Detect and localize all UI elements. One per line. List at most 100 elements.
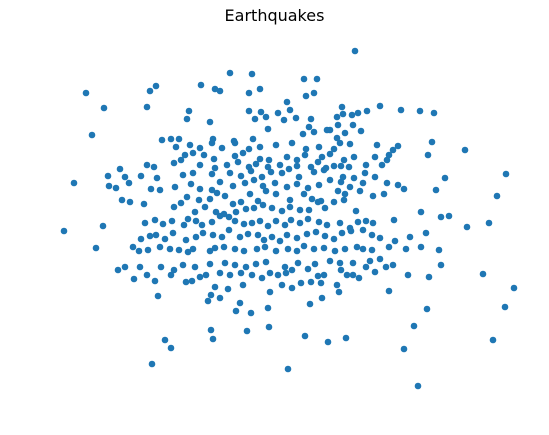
data-point — [326, 176, 334, 184]
data-point — [208, 218, 216, 226]
data-point — [202, 271, 210, 279]
data-point — [283, 153, 291, 161]
data-point — [501, 303, 509, 311]
data-point — [245, 107, 253, 115]
data-point — [200, 151, 208, 159]
data-point — [310, 168, 318, 176]
data-point — [151, 277, 159, 285]
data-point — [430, 109, 438, 117]
data-point — [116, 165, 124, 173]
data-point — [196, 161, 204, 169]
data-point — [326, 150, 334, 158]
data-point — [323, 126, 331, 134]
data-point — [363, 107, 371, 115]
data-point — [146, 87, 154, 95]
data-point — [150, 163, 158, 171]
data-point — [261, 243, 269, 251]
data-point — [146, 232, 154, 240]
data-point — [180, 221, 188, 229]
data-point — [201, 203, 209, 211]
data-point — [414, 382, 422, 390]
data-point — [232, 307, 240, 315]
data-point — [245, 145, 253, 153]
data-point — [170, 203, 178, 211]
data-point — [181, 151, 189, 159]
data-point — [416, 107, 424, 115]
data-point — [321, 232, 329, 240]
data-point — [271, 179, 279, 187]
data-point — [362, 263, 370, 271]
data-point — [168, 217, 176, 225]
data-point — [248, 70, 256, 78]
data-point — [296, 206, 304, 214]
data-point — [302, 92, 310, 100]
data-point — [183, 193, 191, 201]
data-point — [397, 106, 405, 114]
data-point — [425, 273, 433, 281]
data-point — [385, 243, 393, 251]
chart-title: Earthquakes — [224, 6, 325, 25]
data-point — [249, 135, 257, 143]
data-point — [248, 271, 256, 279]
data-point — [240, 247, 248, 255]
data-point — [428, 138, 436, 146]
data-point — [301, 332, 309, 340]
data-point — [208, 186, 216, 194]
data-point — [223, 161, 231, 169]
data-point — [259, 201, 267, 209]
data-point — [423, 305, 431, 313]
data-point — [288, 139, 296, 147]
data-point — [237, 198, 245, 206]
data-point — [301, 151, 309, 159]
data-point — [258, 173, 266, 181]
data-point — [199, 229, 207, 237]
data-point — [240, 220, 248, 228]
data-point — [216, 294, 224, 302]
data-point — [104, 172, 112, 180]
data-point — [262, 113, 270, 121]
data-point — [179, 171, 187, 179]
data-point — [463, 223, 471, 231]
data-point — [353, 243, 361, 251]
data-point — [390, 216, 398, 224]
data-point — [337, 162, 345, 170]
data-point — [262, 187, 270, 195]
data-point — [333, 113, 341, 121]
data-point — [267, 168, 275, 176]
data-point — [362, 161, 370, 169]
data-point — [264, 125, 272, 133]
data-point — [355, 274, 363, 282]
data-point — [216, 87, 224, 95]
data-point — [251, 115, 259, 123]
data-point — [192, 233, 200, 241]
data-point — [207, 326, 215, 334]
data-point — [220, 243, 228, 251]
data-point — [312, 228, 320, 236]
data-point — [206, 260, 214, 268]
data-point — [371, 153, 379, 161]
data-point — [284, 365, 292, 373]
data-point — [322, 164, 330, 172]
data-point — [209, 135, 217, 143]
data-point — [345, 163, 353, 171]
data-point — [286, 106, 294, 114]
data-point — [310, 245, 318, 253]
data-point — [254, 197, 262, 205]
data-point — [342, 334, 350, 342]
data-point — [99, 222, 107, 230]
data-point — [354, 109, 362, 117]
data-point — [441, 174, 449, 182]
data-point — [274, 109, 282, 117]
data-point — [371, 268, 379, 276]
data-point — [112, 184, 120, 192]
data-point — [339, 173, 347, 181]
data-point — [211, 164, 219, 172]
data-point — [337, 178, 345, 186]
data-point — [231, 217, 239, 225]
data-point — [320, 244, 328, 252]
data-point — [283, 183, 291, 191]
data-point — [362, 217, 370, 225]
data-point — [100, 104, 108, 112]
data-point — [148, 360, 156, 368]
data-point — [283, 231, 291, 239]
